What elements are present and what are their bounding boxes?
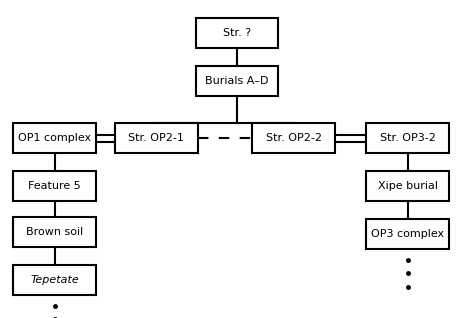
Text: Burials A–D: Burials A–D xyxy=(205,76,269,86)
Text: Xipe burial: Xipe burial xyxy=(378,181,438,191)
Text: Feature 5: Feature 5 xyxy=(28,181,81,191)
FancyBboxPatch shape xyxy=(252,123,336,153)
Text: OP3 complex: OP3 complex xyxy=(371,229,444,239)
FancyBboxPatch shape xyxy=(13,171,96,201)
FancyBboxPatch shape xyxy=(115,123,198,153)
FancyBboxPatch shape xyxy=(366,171,449,201)
FancyBboxPatch shape xyxy=(366,123,449,153)
Text: Str. ?: Str. ? xyxy=(223,28,251,38)
Text: Brown soil: Brown soil xyxy=(26,227,83,237)
Text: Str. OP3-2: Str. OP3-2 xyxy=(380,133,436,143)
Text: Tepetate: Tepetate xyxy=(30,275,79,285)
FancyBboxPatch shape xyxy=(13,217,96,247)
FancyBboxPatch shape xyxy=(13,123,96,153)
FancyBboxPatch shape xyxy=(195,66,278,96)
FancyBboxPatch shape xyxy=(195,18,278,48)
Text: Str. OP2-1: Str. OP2-1 xyxy=(128,133,184,143)
FancyBboxPatch shape xyxy=(366,219,449,249)
Text: Str. OP2-2: Str. OP2-2 xyxy=(266,133,322,143)
FancyBboxPatch shape xyxy=(13,265,96,295)
Text: OP1 complex: OP1 complex xyxy=(18,133,91,143)
